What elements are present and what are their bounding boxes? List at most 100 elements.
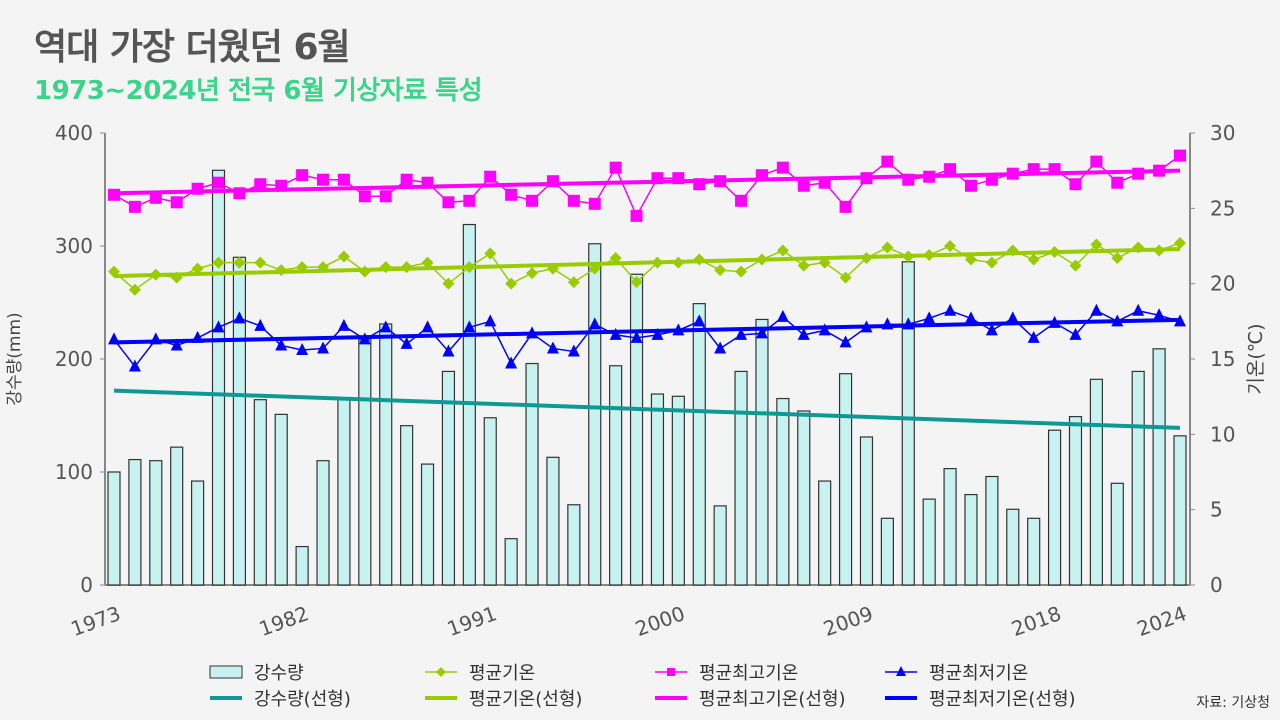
legend-label: 평균최저기온 xyxy=(929,663,1028,684)
precip-bar xyxy=(567,504,581,586)
min-temp-point xyxy=(567,344,580,357)
avg-temp-point xyxy=(1174,236,1186,249)
avg-temp-point xyxy=(1048,246,1061,259)
avg-temp-point xyxy=(985,256,998,269)
max-temp-point xyxy=(1153,164,1166,177)
max-temp-point xyxy=(630,209,643,222)
avg-temp-point xyxy=(149,268,162,281)
precip-bar xyxy=(734,370,748,586)
min-temp-point xyxy=(1174,314,1186,327)
x-tick-label: 1973 xyxy=(68,601,124,641)
min-temp-point xyxy=(964,311,977,324)
max-temp-point xyxy=(588,197,601,210)
trend-line xyxy=(113,247,1181,279)
min-temp-point xyxy=(1111,314,1124,327)
legend-square-icon xyxy=(667,668,675,676)
right-tick-label: 10 xyxy=(1210,422,1235,446)
avg-temp-point xyxy=(526,267,539,280)
precip-bar xyxy=(1068,416,1083,586)
precip-bar xyxy=(400,425,414,586)
min-temp-point xyxy=(212,320,225,333)
min-temp-point xyxy=(170,338,183,351)
avg-temp-point xyxy=(1090,238,1103,251)
max-temp-point xyxy=(505,188,518,201)
avg-temp-point xyxy=(902,250,915,263)
precip-bar xyxy=(107,471,121,586)
avg-temp-point xyxy=(860,252,873,265)
avg-temp-point xyxy=(609,252,622,265)
precip-bar xyxy=(1131,370,1145,586)
avg-temp-point xyxy=(1027,253,1040,266)
max-temp-point xyxy=(797,179,810,192)
right-tick-label: 25 xyxy=(1210,196,1235,220)
precip-bar xyxy=(441,370,456,586)
precip-bar xyxy=(943,468,957,586)
max-temp-point xyxy=(337,173,350,186)
avg-temp-point xyxy=(128,283,141,296)
min-temp-point xyxy=(1153,308,1166,321)
max-temp-point xyxy=(567,194,580,207)
avg-temp-point xyxy=(1069,259,1082,272)
max-temp-point xyxy=(149,191,162,204)
avg-temp-point xyxy=(1132,241,1145,254)
max-temp-point xyxy=(609,161,622,174)
chart-title: 역대 가장 더웠던 6월 xyxy=(34,27,351,68)
min-temp-point xyxy=(442,344,455,357)
max-temp-point xyxy=(233,187,246,200)
min-temp-point xyxy=(860,320,873,333)
min-temp-point xyxy=(505,356,518,369)
precip-bar xyxy=(253,399,267,586)
avg-temp-point xyxy=(755,253,768,266)
right-tick-label: 5 xyxy=(1210,498,1223,522)
precip-bar xyxy=(1110,482,1124,586)
avg-temp-point xyxy=(651,256,664,269)
max-temp-point xyxy=(1006,167,1019,180)
avg-temp-point xyxy=(630,276,643,289)
precip-bar xyxy=(901,261,915,586)
legend-trend-label: 평균최저기온(선형) xyxy=(929,689,1076,710)
min-temp-point xyxy=(1090,303,1103,316)
avg-temp-point xyxy=(296,261,309,274)
max-temp-point xyxy=(400,173,413,186)
precip-bar xyxy=(609,365,623,586)
max-temp-point xyxy=(484,170,497,183)
avg-temp-point xyxy=(797,259,810,272)
min-temp-point xyxy=(149,332,162,345)
max-temp-point xyxy=(1048,163,1061,176)
precip-bar xyxy=(420,463,435,586)
precip-bar xyxy=(1006,508,1020,586)
source-note: 자료: 기상청 xyxy=(1196,695,1270,711)
min-temp-point xyxy=(233,311,246,324)
avg-temp-point xyxy=(818,256,831,269)
x-tick-label: 2009 xyxy=(820,601,876,641)
right-tick-label: 0 xyxy=(1210,573,1223,597)
min-temp-point xyxy=(797,327,810,340)
chart-subtitle: 1973~2024년 전국 6월 기상자료 특성 xyxy=(34,76,483,106)
min-temp-point xyxy=(693,314,706,327)
precip-bar xyxy=(692,303,706,586)
min-temp-point xyxy=(463,320,476,333)
max-temp-point xyxy=(463,194,476,207)
max-temp-point xyxy=(1090,155,1103,168)
max-temp-point xyxy=(1027,163,1040,176)
precip-bar xyxy=(818,480,832,586)
legend-label: 강수량 xyxy=(254,663,304,684)
min-temp-point xyxy=(379,320,392,333)
series-line xyxy=(113,154,1181,218)
avg-temp-point xyxy=(588,262,601,275)
x-tick-label: 2018 xyxy=(1008,601,1064,641)
precip-bar xyxy=(191,480,205,586)
x-tick-label: 2024 xyxy=(1134,601,1190,641)
precip-bar xyxy=(483,417,497,586)
precip-bar xyxy=(964,494,978,586)
precip-bar xyxy=(588,243,602,586)
avg-temp-point xyxy=(672,256,685,269)
legend-trend-label: 강수량(선형) xyxy=(254,689,351,710)
min-temp-point xyxy=(275,338,288,351)
min-temp-point xyxy=(839,335,852,348)
precip-bar xyxy=(859,436,874,586)
avg-temp-point xyxy=(421,256,434,269)
avg-temp-point xyxy=(546,262,559,275)
min-temp-point xyxy=(317,341,330,354)
min-temp-point xyxy=(651,327,664,340)
